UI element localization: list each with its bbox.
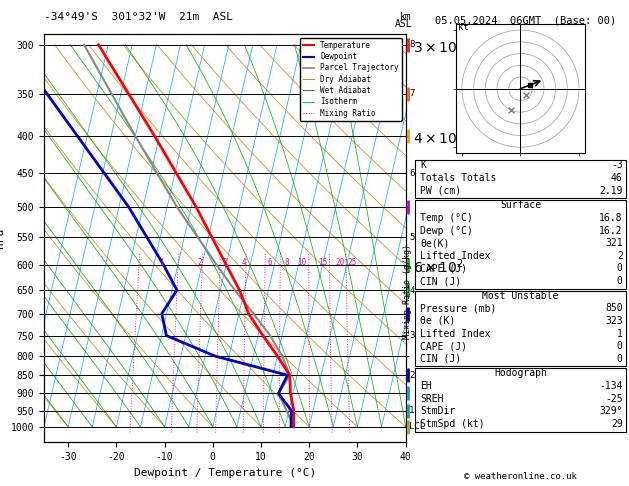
Text: km: km bbox=[400, 12, 412, 22]
Text: 323: 323 bbox=[605, 316, 623, 326]
Text: CIN (J): CIN (J) bbox=[420, 276, 461, 286]
Text: 0: 0 bbox=[617, 341, 623, 351]
Text: 1: 1 bbox=[617, 329, 623, 339]
Text: 850: 850 bbox=[605, 303, 623, 313]
Text: kt: kt bbox=[459, 23, 469, 32]
Text: © weatheronline.co.uk: © weatheronline.co.uk bbox=[464, 472, 577, 481]
Text: 15: 15 bbox=[318, 258, 328, 266]
Text: ASL: ASL bbox=[394, 19, 412, 29]
Text: Dewp (°C): Dewp (°C) bbox=[420, 226, 473, 236]
X-axis label: Dewpoint / Temperature (°C): Dewpoint / Temperature (°C) bbox=[134, 468, 316, 478]
Text: 8: 8 bbox=[285, 258, 289, 266]
Text: 20: 20 bbox=[335, 258, 345, 266]
Text: LCL: LCL bbox=[409, 422, 425, 431]
Text: EH: EH bbox=[420, 381, 432, 391]
Text: 1: 1 bbox=[159, 258, 164, 266]
Y-axis label: hPa: hPa bbox=[0, 228, 5, 248]
Text: 4: 4 bbox=[409, 286, 415, 295]
Text: 0: 0 bbox=[617, 354, 623, 364]
Text: 6: 6 bbox=[268, 258, 272, 266]
Text: Hodograph: Hodograph bbox=[494, 368, 547, 379]
Text: 4: 4 bbox=[242, 258, 246, 266]
Text: 6: 6 bbox=[409, 169, 415, 178]
Text: 16.2: 16.2 bbox=[599, 226, 623, 236]
Text: 2: 2 bbox=[409, 371, 415, 380]
Text: 29: 29 bbox=[611, 419, 623, 429]
Text: 5: 5 bbox=[409, 233, 415, 242]
Text: StmDir: StmDir bbox=[420, 406, 455, 417]
Text: K: K bbox=[420, 160, 426, 171]
Legend: Temperature, Dewpoint, Parcel Trajectory, Dry Adiabat, Wet Adiabat, Isotherm, Mi: Temperature, Dewpoint, Parcel Trajectory… bbox=[299, 38, 402, 121]
Text: Pressure (mb): Pressure (mb) bbox=[420, 303, 496, 313]
Text: StmSpd (kt): StmSpd (kt) bbox=[420, 419, 485, 429]
Text: Most Unstable: Most Unstable bbox=[482, 291, 559, 301]
Text: Surface: Surface bbox=[500, 200, 541, 210]
Text: 25: 25 bbox=[347, 258, 357, 266]
Text: 10: 10 bbox=[297, 258, 306, 266]
Text: 8: 8 bbox=[409, 40, 415, 49]
Text: 1: 1 bbox=[409, 406, 415, 415]
Text: CAPE (J): CAPE (J) bbox=[420, 263, 467, 274]
Text: -25: -25 bbox=[605, 394, 623, 404]
Text: 0: 0 bbox=[617, 263, 623, 274]
Text: Lifted Index: Lifted Index bbox=[420, 329, 491, 339]
Text: 46: 46 bbox=[611, 173, 623, 183]
Text: Totals Totals: Totals Totals bbox=[420, 173, 496, 183]
Text: 05.05.2024  06GMT  (Base: 00): 05.05.2024 06GMT (Base: 00) bbox=[435, 16, 616, 26]
Text: CAPE (J): CAPE (J) bbox=[420, 341, 467, 351]
Text: SREH: SREH bbox=[420, 394, 443, 404]
Text: θe(K): θe(K) bbox=[420, 238, 450, 248]
Text: 2: 2 bbox=[617, 251, 623, 261]
Text: θe (K): θe (K) bbox=[420, 316, 455, 326]
Text: CIN (J): CIN (J) bbox=[420, 354, 461, 364]
Text: 329°: 329° bbox=[599, 406, 623, 417]
Text: 16.8: 16.8 bbox=[599, 213, 623, 223]
Text: -34°49'S  301°32'W  21m  ASL: -34°49'S 301°32'W 21m ASL bbox=[44, 12, 233, 22]
Text: 3: 3 bbox=[222, 258, 226, 266]
Text: Mixing Ratio (g/kg): Mixing Ratio (g/kg) bbox=[403, 244, 412, 339]
Text: 2.19: 2.19 bbox=[599, 186, 623, 196]
Text: PW (cm): PW (cm) bbox=[420, 186, 461, 196]
Text: Lifted Index: Lifted Index bbox=[420, 251, 491, 261]
Text: 7: 7 bbox=[409, 89, 415, 98]
Text: 0: 0 bbox=[617, 276, 623, 286]
Text: 3: 3 bbox=[409, 331, 415, 340]
Text: Temp (°C): Temp (°C) bbox=[420, 213, 473, 223]
Text: 2: 2 bbox=[198, 258, 203, 266]
Text: -3: -3 bbox=[611, 160, 623, 171]
Text: 321: 321 bbox=[605, 238, 623, 248]
Text: -134: -134 bbox=[599, 381, 623, 391]
